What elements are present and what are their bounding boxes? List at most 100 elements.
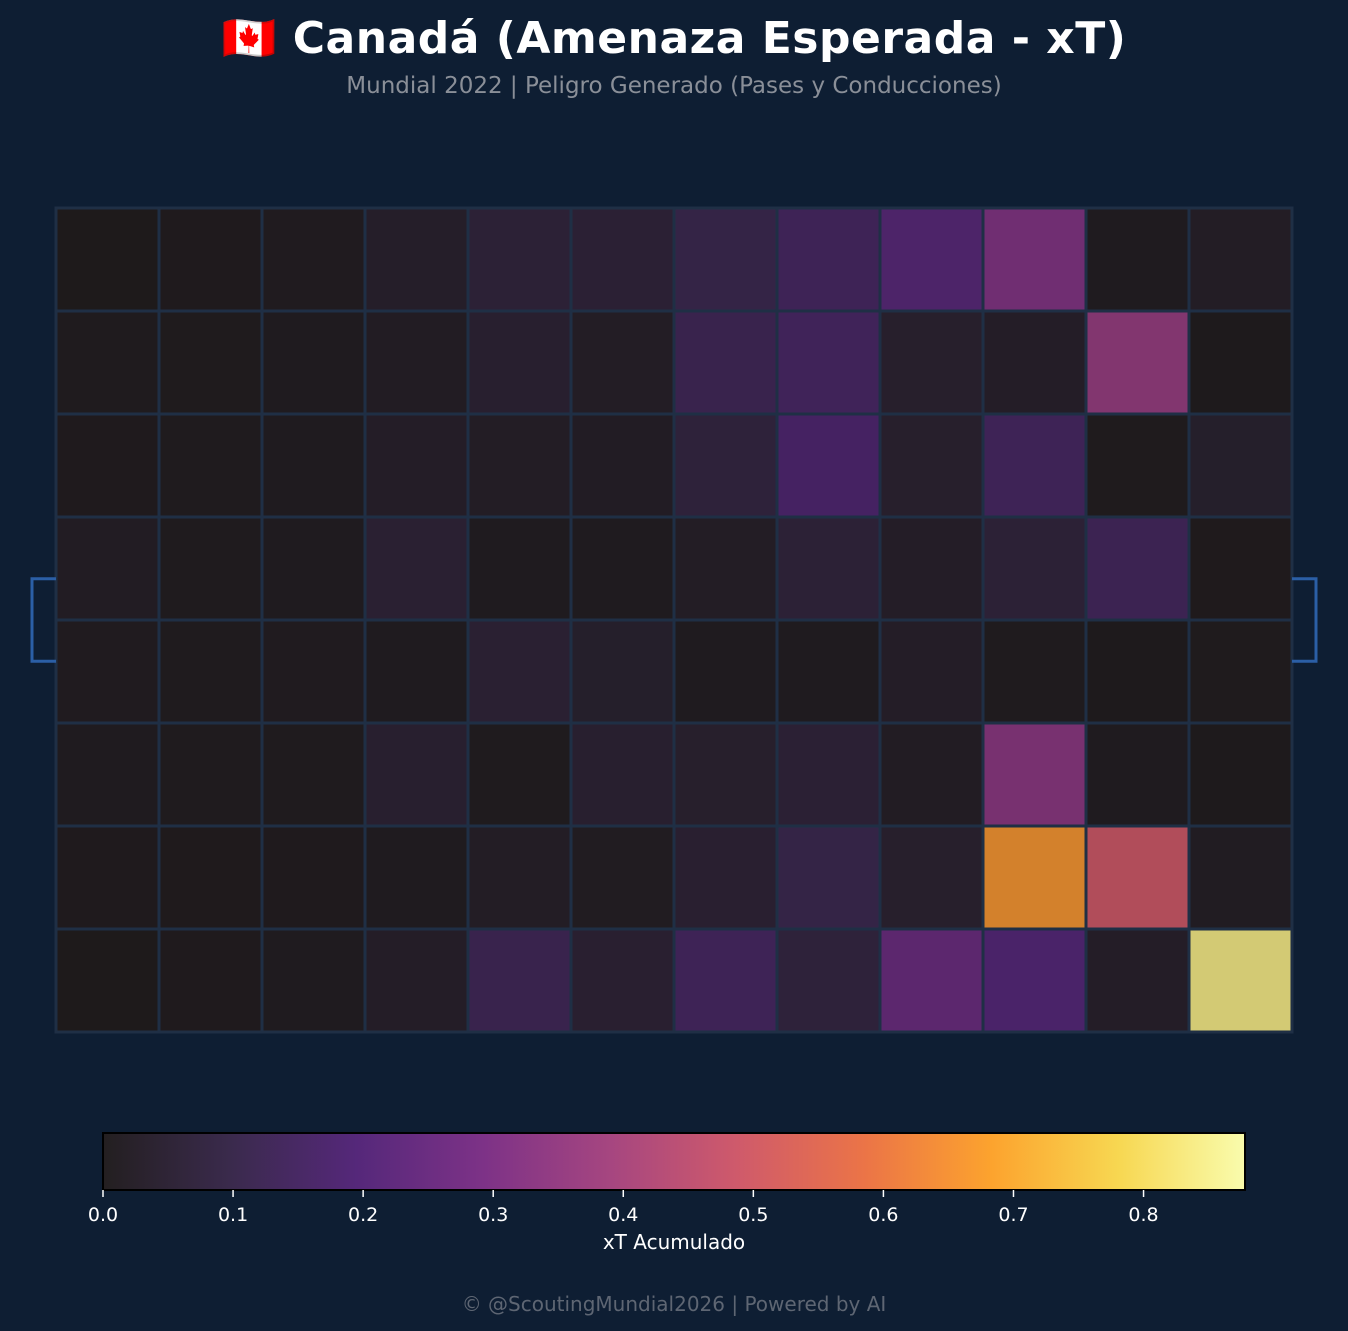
heatmap-cell-r1-c0 xyxy=(54,309,161,416)
heatmap-cell-r1-c3 xyxy=(363,309,470,416)
heatmap-cell-r5-c7 xyxy=(775,721,882,828)
heatmap-cell-r3-c4 xyxy=(466,515,573,622)
heatmap-cell-r6-c0 xyxy=(54,824,161,931)
heatmap-cell-r0-c1 xyxy=(157,206,264,313)
heatmap-cell-r5-c9 xyxy=(981,721,1088,828)
heatmap-cell-r4-c2 xyxy=(260,618,367,725)
heatmap-cell-r2-c0 xyxy=(54,412,161,519)
heatmap-cell-r5-c10 xyxy=(1084,721,1191,828)
colorbar: 0.0 0.1 0.2 0.3 0.4 0.5 0.6 0.7 0.8 xT Acumulado xyxy=(88,1132,1246,1254)
pitch-boundary xyxy=(54,206,1294,1034)
colorbar-gradient xyxy=(102,1132,1246,1191)
heatmap-cell-r3-c1 xyxy=(157,515,264,622)
heatmap-cell-r7-c9 xyxy=(981,927,1088,1034)
heatmap-cell-r0-c11 xyxy=(1187,206,1294,313)
heatmap-cell-r0-c10 xyxy=(1084,206,1191,313)
heatmap-cell-r3-c9 xyxy=(981,515,1088,622)
heatmap-cell-r2-c1 xyxy=(157,412,264,519)
chart-title: 🇨🇦 Canadá (Amenaza Esperada - xT) xyxy=(221,13,1127,64)
heatmap-cell-r5-c2 xyxy=(260,721,367,828)
heatmap-cell-r1-c5 xyxy=(569,309,676,416)
colorbar-tick-label: 0.2 xyxy=(348,1204,378,1226)
heatmap-cell-r7-c1 xyxy=(157,927,264,1034)
heatmap-cell-r1-c7 xyxy=(775,309,882,416)
heatmap-cell-r6-c1 xyxy=(157,824,264,931)
heatmap-cell-r1-c11 xyxy=(1187,309,1294,416)
heatmap-cell-r4-c9 xyxy=(981,618,1088,725)
heatmap-cell-r6-c3 xyxy=(363,824,470,931)
heatmap-cell-r2-c8 xyxy=(878,412,985,519)
chart-subtitle: Mundial 2022 | Peligro Generado (Pases y… xyxy=(346,73,1002,99)
heatmap-cell-r3-c0 xyxy=(54,515,161,622)
heatmap-cell-r0-c4 xyxy=(466,206,573,313)
heatmap-cell-r3-c7 xyxy=(775,515,882,622)
heatmap-cell-r7-c2 xyxy=(260,927,367,1034)
heatmap-cell-r0-c5 xyxy=(569,206,676,313)
heatmap-cell-r4-c6 xyxy=(672,618,779,725)
heatmap-cell-r3-c3 xyxy=(363,515,470,622)
heatmap-cell-r6-c5 xyxy=(569,824,676,931)
heatmap-cell-r1-c4 xyxy=(466,309,573,416)
heatmap-cell-r0-c6 xyxy=(672,206,779,313)
heatmap-cell-r5-c6 xyxy=(672,721,779,828)
heatmap-cell-r4-c8 xyxy=(878,618,985,725)
heatmap-cell-r7-c5 xyxy=(569,927,676,1034)
heatmap-cell-r2-c5 xyxy=(569,412,676,519)
heatmap-cell-r5-c4 xyxy=(466,721,573,828)
right-goal xyxy=(1292,577,1318,663)
heatmap-cell-r0-c3 xyxy=(363,206,470,313)
heatmap-cells xyxy=(30,206,1318,1034)
heatmap-cell-r0-c0 xyxy=(54,206,161,313)
heatmap-cell-r2-c11 xyxy=(1187,412,1294,519)
heatmap-cell-r5-c3 xyxy=(363,721,470,828)
heatmap-cell-r3-c8 xyxy=(878,515,985,622)
heatmap-cell-r7-c7 xyxy=(775,927,882,1034)
heatmap-cell-r7-c6 xyxy=(672,927,779,1034)
heatmap-cell-r4-c0 xyxy=(54,618,161,725)
heatmap-cell-r4-c5 xyxy=(569,618,676,725)
colorbar-tick-label: 0.0 xyxy=(88,1204,118,1226)
heatmap-cell-r2-c7 xyxy=(775,412,882,519)
heatmap-cell-r0-c8 xyxy=(878,206,985,313)
heatmap-cell-r3-c10 xyxy=(1084,515,1191,622)
heatmap-cell-r1-c9 xyxy=(981,309,1088,416)
heatmap-cell-r3-c6 xyxy=(672,515,779,622)
heatmap-cell-r1-c6 xyxy=(672,309,779,416)
left-goal xyxy=(30,577,56,663)
heatmap-cell-r3-c11 xyxy=(1187,515,1294,622)
heatmap-cell-r6-c11 xyxy=(1187,824,1294,931)
heatmap-cell-r4-c3 xyxy=(363,618,470,725)
heatmap-cell-r3-c5 xyxy=(569,515,676,622)
heatmap-cell-r7-c10 xyxy=(1084,927,1191,1034)
colorbar-tick-label: 0.8 xyxy=(1128,1204,1158,1226)
heatmap-cell-r5-c0 xyxy=(54,721,161,828)
heatmap-cell-r0-c7 xyxy=(775,206,882,313)
heatmap-cell-r2-c6 xyxy=(672,412,779,519)
heatmap-cell-r1-c10 xyxy=(1084,309,1191,416)
heatmap-cell-r7-c4 xyxy=(466,927,573,1034)
heatmap-cell-r6-c8 xyxy=(878,824,985,931)
heatmap-cell-r5-c5 xyxy=(569,721,676,828)
colorbar-tick-label: 0.1 xyxy=(218,1204,248,1226)
colorbar-label: xT Acumulado xyxy=(603,1230,745,1254)
heatmap-cell-r2-c9 xyxy=(981,412,1088,519)
colorbar-tick-label: 0.4 xyxy=(608,1204,638,1226)
heatmap-cell-r6-c4 xyxy=(466,824,573,931)
heatmap-cell-r5-c8 xyxy=(878,721,985,828)
colorbar-tick-label: 0.3 xyxy=(478,1204,508,1226)
heatmap-cell-r6-c6 xyxy=(672,824,779,931)
heatmap-cell-r4-c1 xyxy=(157,618,264,725)
heatmap-cell-r2-c4 xyxy=(466,412,573,519)
heatmap-cell-r1-c1 xyxy=(157,309,264,416)
heatmap-cell-r7-c11 xyxy=(1187,927,1294,1034)
heatmap-cell-r2-c2 xyxy=(260,412,367,519)
footer-credit: © @ScoutingMundial2026 | Powered by AI xyxy=(461,1292,887,1316)
heatmap-cell-r4-c7 xyxy=(775,618,882,725)
colorbar-tick-label: 0.7 xyxy=(998,1204,1028,1226)
heatmap-cell-r2-c3 xyxy=(363,412,470,519)
heatmap-cell-r5-c1 xyxy=(157,721,264,828)
heatmap-cell-r6-c9 xyxy=(981,824,1088,931)
heatmap-cell-r4-c11 xyxy=(1187,618,1294,725)
heatmap-cell-r4-c10 xyxy=(1084,618,1191,725)
